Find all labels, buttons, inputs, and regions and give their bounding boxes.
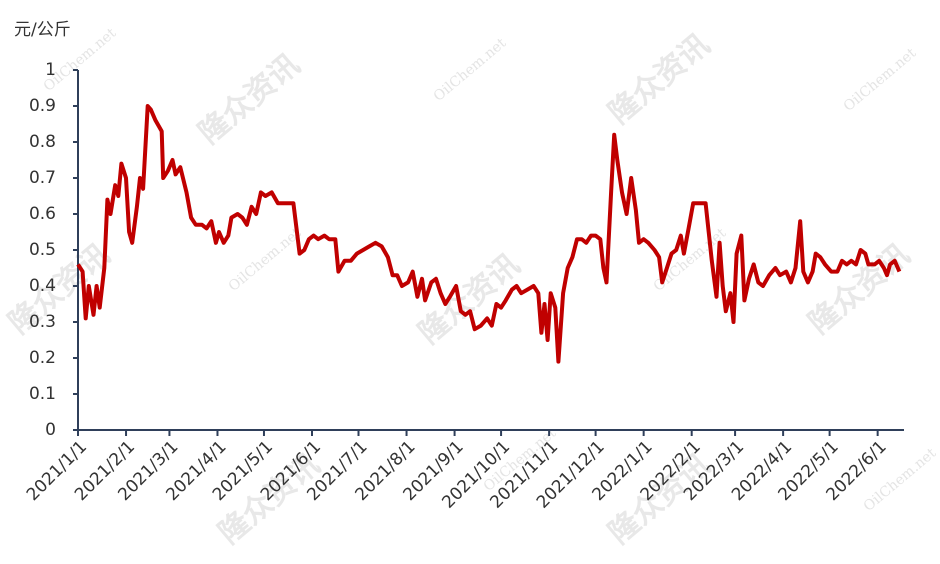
y-tick-label: 0.1 (29, 384, 56, 404)
watermark: 隆众资讯 (412, 247, 526, 351)
watermark: 隆众资讯 (2, 237, 116, 341)
y-tick-label: 0 (45, 420, 56, 440)
y-tick-label: 0.4 (29, 276, 56, 296)
y-tick-label: 1 (45, 60, 56, 80)
y-tick-label: 0.2 (29, 348, 56, 368)
y-axis-label: 元/公斤 (14, 20, 71, 40)
watermark: OilChem.net (431, 35, 510, 105)
y-tick-label: 0.9 (29, 96, 56, 116)
watermark: OilChem.net (841, 45, 920, 115)
y-tick-label: 0.3 (29, 312, 56, 332)
watermark: 隆众资讯 (192, 47, 306, 151)
watermark: 隆众资讯 (602, 27, 716, 131)
y-tick-label: 0.8 (29, 132, 56, 152)
watermark: OilChem.net (226, 225, 305, 295)
line (76, 104, 902, 364)
y-tick-label: 0.5 (29, 240, 56, 260)
y-tick-label: 0.6 (29, 204, 56, 224)
y-tick-label: 0.7 (29, 168, 56, 188)
